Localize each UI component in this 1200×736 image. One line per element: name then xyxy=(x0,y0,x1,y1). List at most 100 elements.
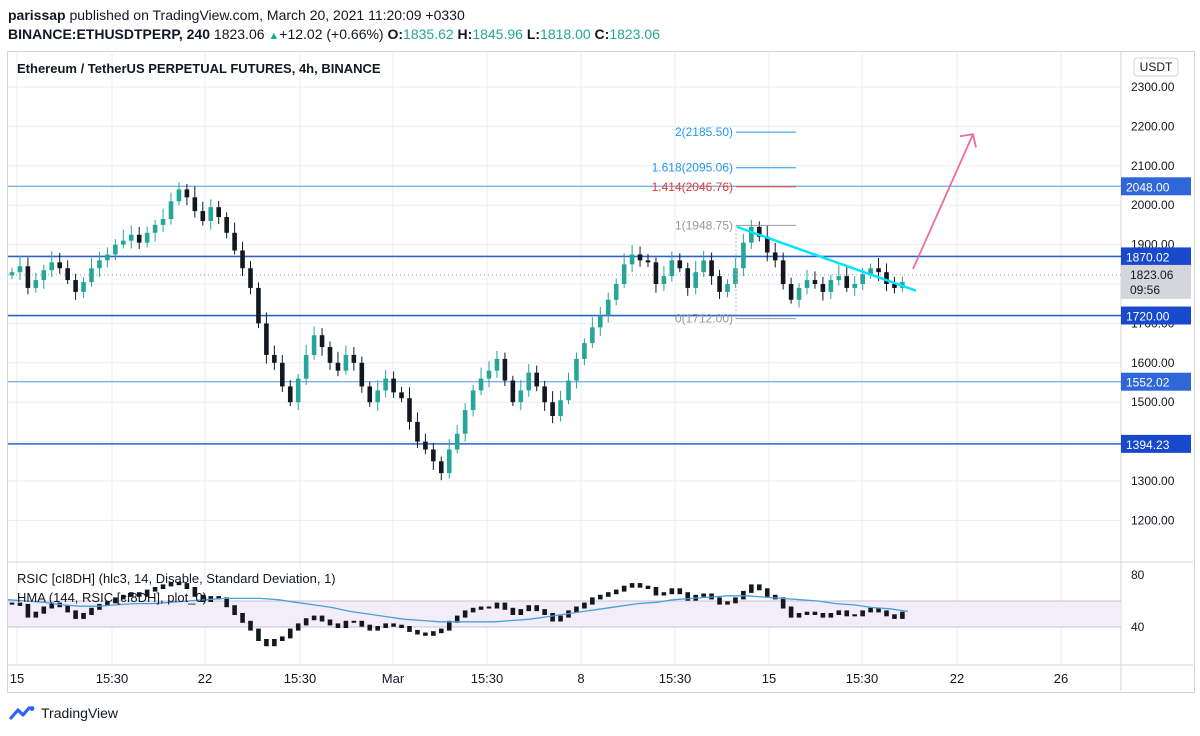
chart-pane[interactable] xyxy=(7,51,1195,693)
candle-body xyxy=(502,358,508,381)
rsi-bar xyxy=(375,626,380,631)
candle-body xyxy=(764,236,770,253)
projection-arrowhead-icon xyxy=(959,133,977,148)
rsi-bar xyxy=(128,592,134,597)
rsi-bar xyxy=(192,587,198,597)
candle-body xyxy=(383,378,388,391)
projection-arrow-line xyxy=(912,133,974,270)
change: +12.02 (+0.66%) xyxy=(279,26,384,42)
rsi-bar xyxy=(621,585,627,592)
rsi-bar xyxy=(892,614,897,619)
footer-brand[interactable]: TradingView xyxy=(41,705,119,721)
rsi-bar xyxy=(33,611,39,618)
x-tick-label: 15:30 xyxy=(846,671,879,686)
rsi-bar xyxy=(844,610,850,617)
candle-body xyxy=(621,264,627,284)
candle-body xyxy=(311,335,317,355)
candle-body xyxy=(669,260,675,277)
candle-body xyxy=(160,218,166,225)
candle-body xyxy=(192,197,198,212)
candle-body xyxy=(224,217,229,233)
rsi-bar xyxy=(184,583,190,589)
rsi-bar xyxy=(598,594,603,600)
fib-level-label: 0(1712.00) xyxy=(675,312,733,326)
candle-body xyxy=(168,201,174,219)
candle-body xyxy=(820,284,826,292)
fib-level-label: 1.618(2095.06) xyxy=(652,161,733,175)
author[interactable]: parissap xyxy=(8,7,66,23)
candle-body xyxy=(17,266,23,273)
candle-body xyxy=(534,372,539,387)
rsi-bar xyxy=(701,593,706,597)
rsi-bar xyxy=(439,628,444,634)
candle-body xyxy=(431,449,436,462)
candle-body xyxy=(176,189,182,202)
hma-line xyxy=(7,595,909,623)
rsi-bar xyxy=(383,623,388,628)
rsi-bar xyxy=(446,620,452,631)
chart-title: Ethereum / TetherUS PERPETUAL FUTURES, 4… xyxy=(17,61,381,76)
candle-body xyxy=(780,260,786,284)
rsi-bar xyxy=(574,606,579,613)
rsi-bar xyxy=(415,629,420,635)
x-tick-label: 22 xyxy=(950,671,964,686)
rsi-bar xyxy=(264,639,269,647)
rsi-bar xyxy=(860,610,865,617)
x-tick-label: 15:30 xyxy=(96,671,129,686)
rsi-bar xyxy=(391,623,396,627)
rsi-bar xyxy=(49,602,55,609)
rsi-bar xyxy=(669,588,675,595)
candle-body xyxy=(629,254,635,265)
candle-body xyxy=(9,272,15,276)
rsi-bar xyxy=(89,607,94,615)
open-label: O: xyxy=(387,26,404,42)
level-price-label: 1394.23 xyxy=(1126,438,1170,452)
rsi-bar xyxy=(113,597,118,604)
rsi-bar xyxy=(486,606,492,609)
rsi-bar xyxy=(351,620,357,623)
current-price-label: 1823.06 xyxy=(1130,268,1174,282)
candle-body xyxy=(550,402,555,416)
high-value: 1845.96 xyxy=(472,26,523,42)
candle-body xyxy=(590,327,595,344)
x-tick-label: 8 xyxy=(577,671,584,686)
candle-body xyxy=(343,354,349,371)
rsi-bar xyxy=(733,597,738,604)
rsi-bar xyxy=(510,607,516,615)
rsi-bar xyxy=(81,613,86,619)
candle-body xyxy=(89,268,94,283)
candle-body xyxy=(772,252,778,261)
rsi-bar xyxy=(812,611,818,615)
candle-body xyxy=(653,262,659,284)
candle-body xyxy=(470,390,476,411)
low-label: L: xyxy=(526,26,541,42)
candle-body xyxy=(510,380,516,403)
rsi-bar xyxy=(629,583,635,588)
candle-body xyxy=(367,386,373,403)
rsi-bar xyxy=(423,632,428,636)
candle-body xyxy=(65,268,70,281)
candle-body xyxy=(280,362,285,387)
rsi-bar xyxy=(772,594,778,600)
candle-body xyxy=(295,378,301,403)
candle-body xyxy=(49,262,55,271)
candle-body xyxy=(717,276,722,292)
candle-body xyxy=(804,280,810,288)
rsi-bar xyxy=(462,610,468,618)
x-tick-label: Mar xyxy=(382,671,405,686)
y-tick-label: 1500.00 xyxy=(1131,395,1175,409)
rsi-bar xyxy=(605,592,611,597)
candle-body xyxy=(828,280,834,292)
candle-body xyxy=(25,266,31,288)
rsi-bar xyxy=(17,602,23,606)
candle-body xyxy=(264,323,269,355)
y-tick-label: 1200.00 xyxy=(1131,513,1175,527)
candle-body xyxy=(836,276,842,281)
rsi-bar xyxy=(216,596,221,600)
level-price-label: 1552.02 xyxy=(1126,376,1170,390)
candle-body xyxy=(57,262,62,269)
countdown-label: 09:56 xyxy=(1130,283,1160,297)
level-price-tag xyxy=(1121,306,1191,325)
level-price-tag xyxy=(1121,247,1191,266)
